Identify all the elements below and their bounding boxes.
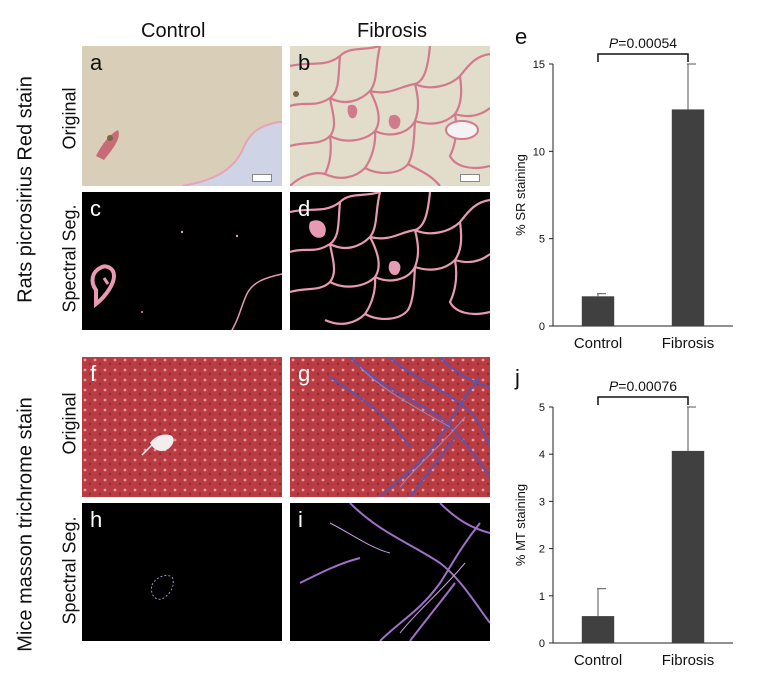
p-value-annotation: P=0.00076	[609, 378, 677, 394]
row-label-spectral-bottom: Spectral Seg.	[59, 516, 80, 625]
bar-control	[581, 296, 615, 326]
panel-label-a: a	[90, 50, 103, 75]
y-axis-label: % SR staining	[513, 154, 528, 236]
panel-a-control-original: a	[82, 46, 282, 186]
scale-bar	[460, 174, 480, 182]
row-label-spectral-top: Spectral Seg.	[59, 204, 80, 313]
segmentation-image-h	[151, 574, 174, 600]
row-group-label-mice: Mice masson trichrome stain	[14, 397, 37, 652]
panel-g-fibrosis-original: g	[290, 357, 490, 497]
panel-f-control-original: f	[82, 357, 282, 497]
bar-control	[581, 616, 615, 643]
panel-h-control-spectral: h	[82, 503, 282, 641]
y-tick-label: 1	[539, 591, 545, 603]
panel-c-control-spectral: c	[82, 192, 282, 330]
chart-j-mt-staining: 0 1 2 3 4 5 % MT staining Control Fibrosis P=0.00…	[513, 378, 733, 669]
y-tick-label: 2	[539, 544, 545, 556]
segmentation-image-c	[90, 230, 282, 330]
bar-fibrosis	[671, 450, 705, 643]
chart-letter-e: e	[515, 24, 528, 49]
y-axis-label: % MT staining	[513, 484, 528, 566]
panel-label-f: f	[90, 361, 97, 386]
y-tick-label: 15	[533, 59, 545, 71]
y-tick-label: 5	[539, 402, 545, 414]
tissue-image-a	[96, 121, 282, 186]
panel-label-i: i	[298, 507, 303, 532]
tissue-image-f	[82, 357, 282, 497]
p-value-annotation: P=0.00054	[609, 35, 677, 51]
scale-bar	[252, 174, 272, 182]
panel-label-c: c	[90, 196, 101, 221]
panel-b-fibrosis-original: b	[290, 46, 490, 186]
panel-d-fibrosis-spectral: d	[290, 192, 490, 330]
tissue-image-g	[290, 357, 490, 497]
panel-label-d: d	[298, 196, 311, 221]
y-tick-label: 5	[539, 234, 545, 246]
significance-bracket	[597, 53, 689, 62]
category-label: Control	[574, 335, 622, 352]
y-tick-label: 3	[539, 496, 545, 508]
y-tick-label: 4	[539, 449, 545, 461]
y-tick-label: 0	[539, 638, 545, 650]
panel-i-fibrosis-spectral: i	[290, 503, 490, 641]
row-label-original-bottom: Original	[59, 392, 80, 455]
row-group-label-rats: Rats picrosirius Red stain	[14, 76, 37, 303]
significance-bracket	[597, 396, 689, 405]
y-tick-label: 10	[533, 146, 545, 158]
segmentation-image-d	[290, 192, 490, 325]
column-header-control: Control	[141, 20, 206, 42]
chart-letter-j: j	[515, 365, 520, 390]
segmentation-image-i	[299, 503, 490, 641]
bar-fibrosis	[671, 109, 705, 326]
category-label: Control	[574, 652, 622, 669]
panel-label-b: b	[298, 50, 311, 75]
tissue-image-b	[290, 46, 490, 186]
panel-label-h: h	[90, 507, 103, 532]
column-header-fibrosis: Fibrosis	[357, 20, 428, 42]
category-label: Fibrosis	[662, 652, 715, 669]
row-label-original-top: Original	[59, 87, 80, 150]
panel-label-g: g	[298, 361, 311, 386]
category-label: Fibrosis	[662, 335, 715, 352]
y-tick-label: 0	[539, 321, 545, 333]
chart-e-sr-staining: 0 5 10 15 % SR staining Control Fibrosis P=0.00…	[513, 35, 733, 352]
